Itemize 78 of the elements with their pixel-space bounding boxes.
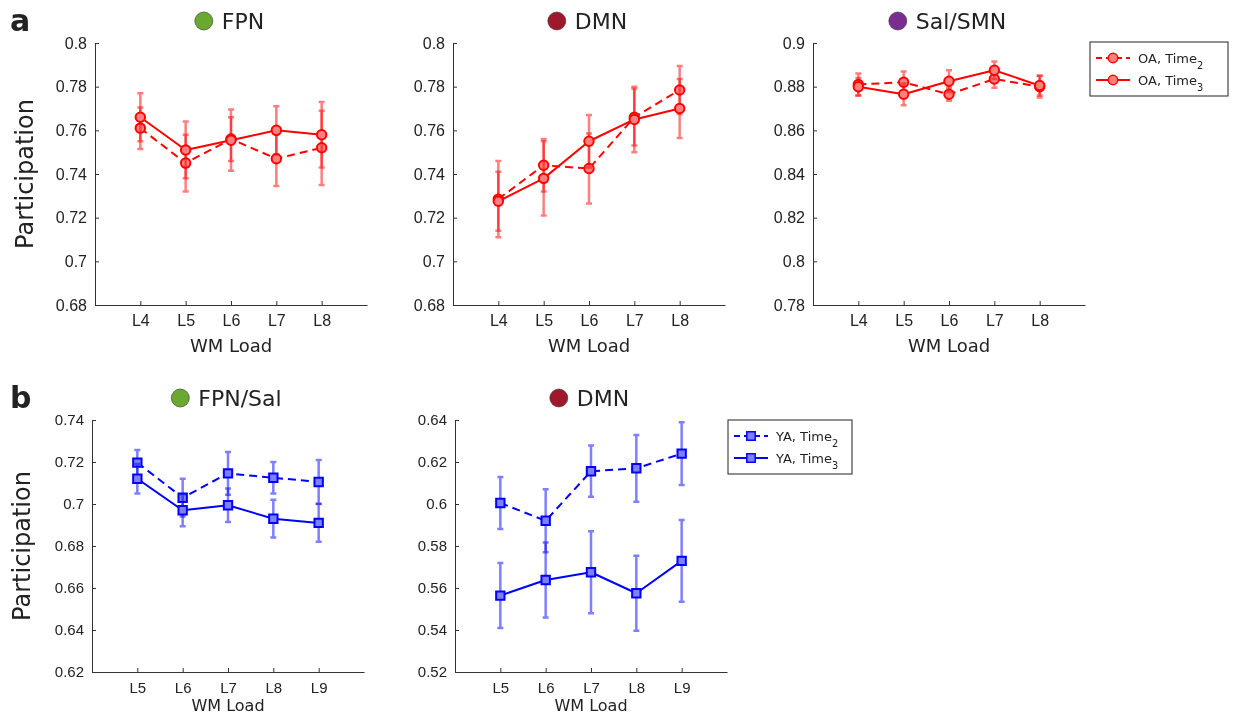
x-tick-label: L7 [267, 312, 286, 330]
chart-title: FPN/Sal [198, 386, 282, 411]
y-tick-label: 0.8 [422, 34, 446, 52]
x-tick-label: L8 [265, 678, 283, 696]
y-tick-label: 0.7 [63, 495, 84, 513]
x-axis-title: WM Load [547, 335, 631, 356]
y-tick-label: 0.68 [55, 296, 88, 314]
y-tick-label: 0.74 [413, 165, 446, 183]
y-tick-label: 0.72 [413, 209, 446, 227]
y-tick-label: 0.54 [417, 621, 447, 639]
x-tick-label: L6 [174, 678, 192, 696]
y-tick-label: 0.62 [417, 453, 447, 471]
chart-title: DMN [574, 9, 628, 34]
x-axis-title: WM Load [907, 335, 991, 356]
y-tick-label: 0.82 [773, 209, 806, 227]
x-tick-label: L7 [625, 312, 644, 330]
x-tick-label: L7 [583, 678, 600, 696]
y-tick-label: 0.72 [55, 209, 88, 227]
y-tick-label: 0.78 [413, 78, 446, 96]
x-tick-label: L5 [895, 312, 914, 330]
y-tick-label: 0.78 [773, 296, 806, 314]
legend-label: YA, Time$_{3}$ [775, 451, 839, 471]
x-tick-label: L9 [673, 678, 691, 696]
x-tick-label: L8 [671, 312, 690, 330]
x-tick-label: L5 [535, 312, 554, 330]
x-tick-label: L8 [313, 312, 332, 330]
chart-title: FPN [221, 9, 265, 34]
y-tick-label: 0.7 [422, 252, 446, 270]
text: a [10, 3, 31, 38]
legend-label: OA, Time$_{2}$ [1138, 51, 1204, 71]
y-tick-label: 0.88 [773, 78, 806, 96]
y-tick-label: 0.66 [54, 579, 84, 597]
y-tick-label: 0.8 [64, 34, 88, 52]
x-tick-label: L5 [492, 678, 510, 696]
y-tick-label: 0.56 [417, 579, 447, 597]
x-tick-label: L4 [489, 312, 508, 330]
x-tick-label: L4 [131, 312, 150, 330]
x-tick-label: L6 [940, 312, 959, 330]
y-tick-label: 0.64 [54, 621, 84, 639]
x-axis-title: WM Load [191, 696, 265, 715]
legend-label: OA, Time$_{3}$ [1138, 73, 1204, 93]
x-axis-title: WM Load [189, 335, 273, 356]
y-tick-label: 0.52 [417, 663, 447, 681]
text: b [10, 380, 32, 415]
y-tick-label: 0.86 [773, 121, 806, 139]
x-tick-label: L6 [222, 312, 241, 330]
x-tick-label: L4 [849, 312, 868, 330]
y-tick-label: 0.58 [417, 537, 447, 555]
y-tick-label: 0.74 [55, 165, 88, 183]
x-tick-label: L6 [580, 312, 599, 330]
y-tick-label: 0.72 [54, 453, 84, 471]
x-tick-label: L5 [177, 312, 196, 330]
y-tick-label: 0.9 [782, 34, 806, 52]
y-tick-label: 0.74 [54, 411, 84, 429]
y-tick-label: 0.68 [54, 537, 84, 555]
y-axis-title: Participation [8, 471, 36, 621]
x-tick-label: L7 [220, 678, 237, 696]
y-tick-label: 0.78 [55, 78, 88, 96]
y-tick-label: 0.6 [426, 495, 447, 513]
y-tick-label: 0.76 [55, 121, 88, 139]
y-tick-label: 0.68 [413, 296, 446, 314]
x-axis-title: WM Load [554, 696, 628, 715]
x-tick-label: L9 [310, 678, 328, 696]
y-tick-label: 0.84 [773, 165, 806, 183]
legend-label: YA, Time$_{2}$ [775, 429, 839, 449]
chart-title: Sal/SMN [915, 9, 1007, 34]
y-axis-title: Participation [11, 99, 39, 249]
x-tick-label: L8 [1031, 312, 1050, 330]
y-tick-label: 0.62 [54, 663, 84, 681]
x-tick-label: L7 [985, 312, 1004, 330]
y-tick-label: 0.8 [782, 252, 806, 270]
y-tick-label: 0.7 [64, 252, 88, 270]
y-tick-label: 0.64 [417, 411, 447, 429]
y-tick-label: 0.76 [413, 121, 446, 139]
x-tick-label: L5 [129, 678, 147, 696]
chart-title: DMN [576, 386, 630, 411]
x-tick-label: L8 [628, 678, 646, 696]
x-tick-label: L6 [537, 678, 555, 696]
